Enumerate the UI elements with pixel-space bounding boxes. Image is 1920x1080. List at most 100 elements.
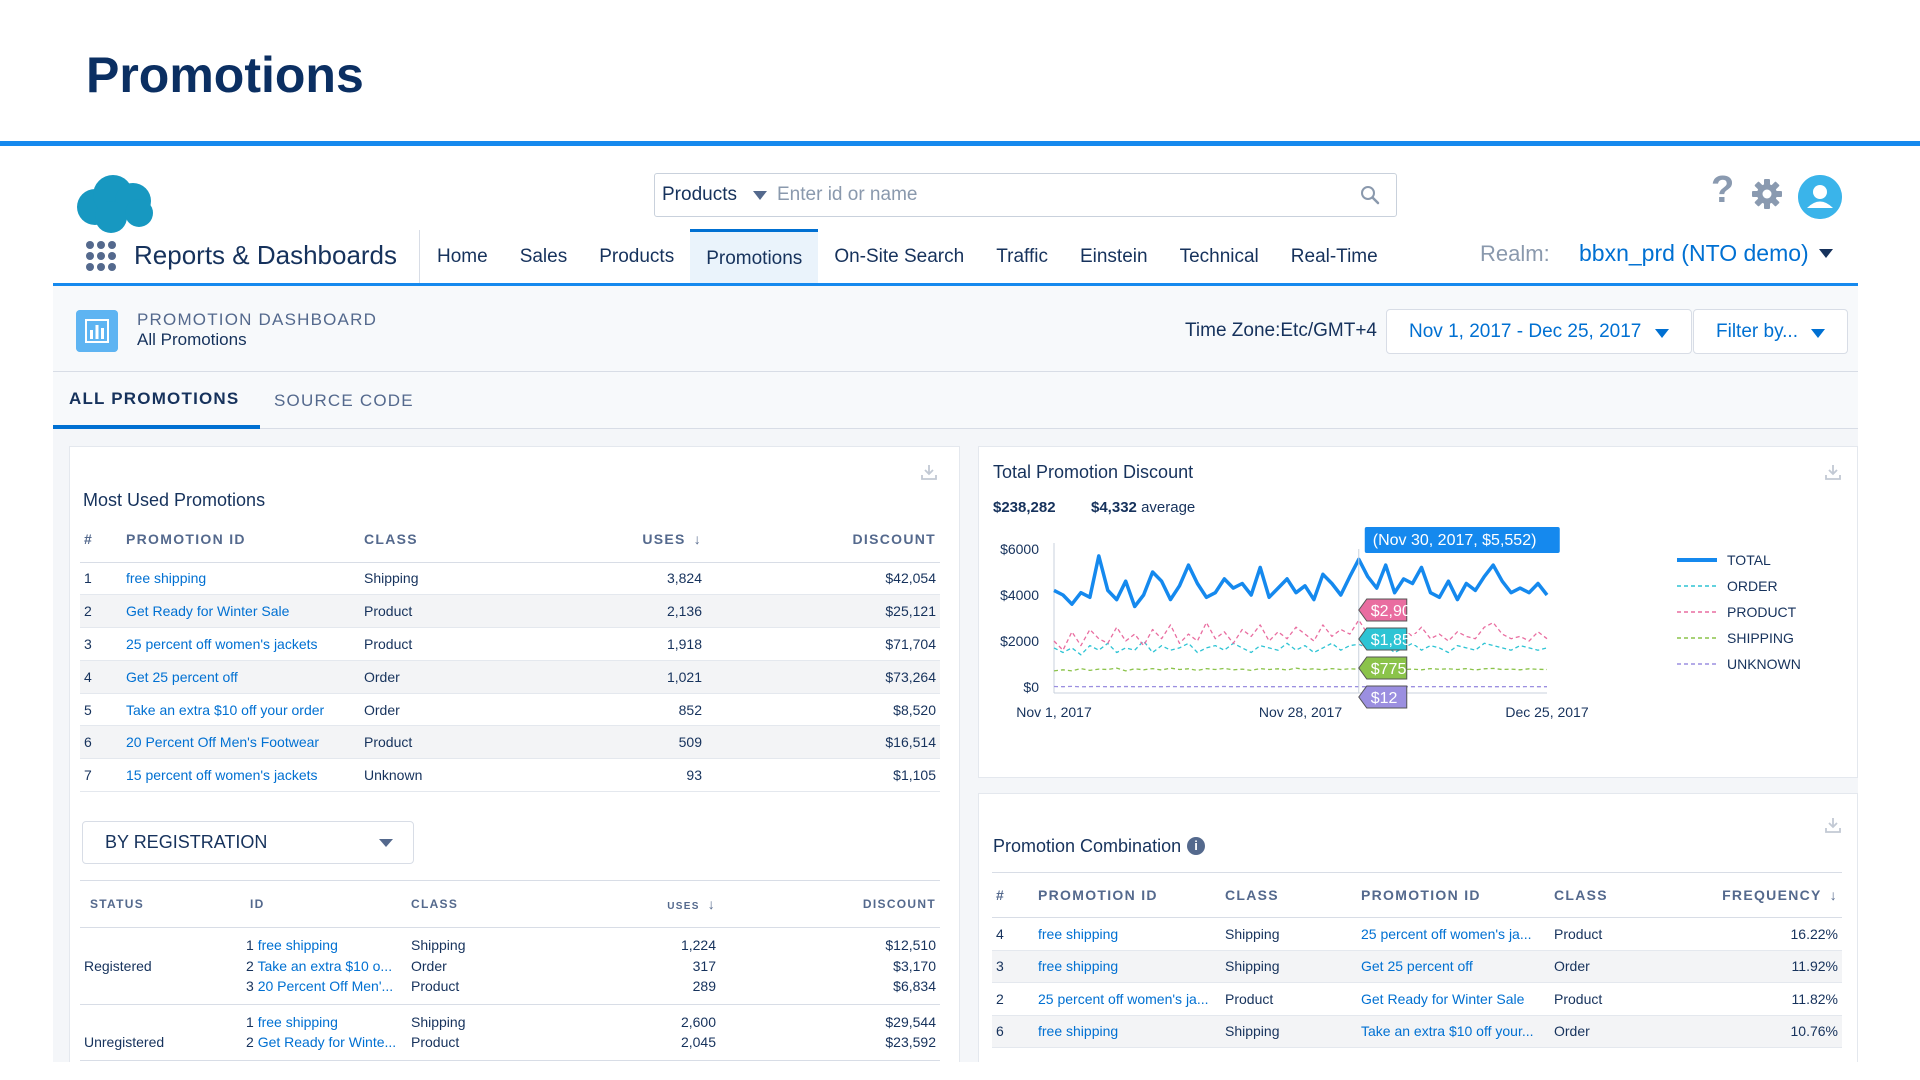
promotion-link[interactable]: 25 percent off women's ja... <box>1361 925 1532 942</box>
nav-tab-einstein[interactable]: Einstein <box>1079 246 1148 267</box>
column-header[interactable]: CLASS <box>1554 887 1608 903</box>
column-header[interactable]: PROMOTION ID <box>1038 887 1158 903</box>
promotion-link[interactable]: Get 25 percent off <box>126 668 238 685</box>
nav-tab-real-time[interactable]: Real-Time <box>1290 246 1378 267</box>
table-row: 5 Take an extra $10 off your order Order 85… <box>80 693 940 726</box>
tooltip-value-tag <box>1358 598 1408 622</box>
tab-all-promotions[interactable]: ALL PROMOTIONS <box>53 372 260 429</box>
registration-table: STATUS ID CLASS USES ↓ DISCOUNT Registere… <box>80 880 940 1061</box>
search-input[interactable] <box>777 180 1337 210</box>
promotion-link[interactable]: Get 25 percent off <box>1361 958 1473 975</box>
salesforce-cloud-logo[interactable] <box>73 173 157 235</box>
tab-source-code[interactable]: SOURCE CODE <box>274 390 414 410</box>
nav-tab-on-site-search[interactable]: On-Site Search <box>834 246 965 267</box>
column-header[interactable]: CLASS <box>364 531 418 548</box>
realm-select[interactable]: bbxn_prd (NTO demo) <box>1579 240 1833 267</box>
nav-tab-home[interactable]: Home <box>437 246 488 267</box>
sort-down-icon: ↓ <box>693 531 702 548</box>
column-header-frequency[interactable]: FREQUENCY ↓ <box>1722 887 1838 903</box>
registration-select-label: BY REGISTRATION <box>105 832 268 852</box>
table-row: 4 free shipping Shipping 25 percent off wom… <box>992 918 1842 950</box>
column-header: # <box>996 887 1006 903</box>
promotion-link[interactable]: Get Ready for Winter Sale <box>1361 990 1525 1007</box>
promotion-link[interactable]: 25 percent off women's jackets <box>126 635 318 652</box>
nav-tabs: Home Sales Products Promotions On-Site S… <box>421 229 1394 285</box>
realm-label: Realm: <box>1480 241 1550 266</box>
registration-status: Unregistered <box>84 1034 165 1050</box>
help-icon[interactable]: ? <box>1711 169 1735 211</box>
promotion-link[interactable]: free shipping <box>257 937 338 953</box>
search-icon[interactable] <box>1360 185 1380 205</box>
promotion-link[interactable]: free shipping <box>257 1013 338 1030</box>
promotion-link[interactable]: Take an extra $10 off your order <box>126 701 325 718</box>
date-range-button[interactable]: Nov 1, 2017 - Dec 25, 2017 <box>1386 309 1692 354</box>
total-discount-chart[interactable]: $6000 $4000 $2000 $0 Nov 1, 2017 Nov 28, 2017… <box>979 527 1858 757</box>
column-header[interactable]: PROMOTION ID <box>126 531 246 548</box>
legend-label: ORDER <box>1727 578 1778 594</box>
tooltip-value-label: $775 <box>1371 661 1407 678</box>
nav-tab-traffic[interactable]: Traffic <box>996 246 1048 267</box>
promotion-link[interactable]: Take an extra $10 o... <box>257 957 393 974</box>
table-row: 2 25 percent off women's ja... Product Get … <box>992 983 1842 1015</box>
column-header[interactable]: ID <box>250 897 265 911</box>
combination-table: # PROMOTION ID CLASS PROMOTION ID CLASS … <box>992 872 1842 1048</box>
column-header[interactable]: DISCOUNT <box>852 531 936 548</box>
promotion-link[interactable]: 20 Percent Off Men'... <box>257 978 394 994</box>
column-header-uses[interactable]: USES ↓ <box>667 896 716 912</box>
y-tick-label: $6000 <box>1000 541 1039 557</box>
download-icon[interactable] <box>920 463 938 481</box>
app-launcher-icon[interactable] <box>86 241 116 271</box>
tooltip-box <box>1364 527 1560 553</box>
nav-tab-products[interactable]: Products <box>599 246 675 267</box>
download-icon[interactable] <box>1824 816 1842 834</box>
table-row: 7 15 percent off women's jackets Unknown 93… <box>80 759 940 792</box>
y-tick-label: $4000 <box>1000 587 1039 603</box>
filter-button[interactable]: Filter by... <box>1693 309 1848 354</box>
column-header[interactable]: PROMOTION ID <box>1361 887 1481 903</box>
promotion-link[interactable]: Take an extra $10 off your... <box>1361 1023 1534 1040</box>
promotion-link[interactable]: 25 percent off women's ja... <box>1038 990 1209 1007</box>
promotion-link[interactable]: Get Ready for Winte... <box>257 1034 397 1050</box>
column-header[interactable]: CLASS <box>1225 887 1279 903</box>
table-row: 6 20 Percent Off Men's Footwear Product 509… <box>80 725 940 759</box>
registration-select[interactable]: BY REGISTRATION <box>82 821 414 864</box>
dashboard-content: Most Used Promotions # PROMOTION ID CLAS… <box>53 429 1858 1062</box>
promotion-combination-card: Promotion Combination i # PROMOTION ID CL… <box>978 793 1858 1062</box>
search-scope-select[interactable]: Products <box>655 174 773 216</box>
nav-tab-promotions[interactable]: Promotions <box>690 229 819 285</box>
column-header[interactable]: CLASS <box>411 897 459 911</box>
column-header[interactable]: STATUS <box>90 897 145 911</box>
registration-item: 3 20 Percent Off Men'... <box>246 978 394 994</box>
tooltip-value-tag <box>1358 627 1408 651</box>
subtabs: ALL PROMOTIONS SOURCE CODE <box>53 372 1858 429</box>
gear-icon[interactable] <box>1751 178 1783 210</box>
promotion-link[interactable]: free shipping <box>1038 925 1119 942</box>
nav-tab-sales[interactable]: Sales <box>519 246 568 267</box>
user-avatar-icon[interactable] <box>1798 175 1842 219</box>
registration-item: 2 Get Ready for Winte... <box>246 1034 397 1050</box>
table-row: 1 free shipping Shipping 3,824 $42,054 <box>80 562 940 595</box>
chevron-down-icon <box>1818 249 1833 258</box>
slide-divider <box>0 141 1920 146</box>
promotion-link[interactable]: 15 percent off women's jackets <box>126 767 318 784</box>
info-icon[interactable]: i <box>1187 837 1206 855</box>
most-used-promotions-title: Most Used Promotions <box>83 490 266 510</box>
promotion-link[interactable]: free shipping <box>1038 958 1119 975</box>
total-promotion-discount-card: Total Promotion Discount $238,282 $4,332… <box>978 446 1858 778</box>
promotion-link[interactable]: free shipping <box>126 570 207 587</box>
promotion-link[interactable]: 20 Percent Off Men's Footwear <box>126 734 320 751</box>
x-tick-label: Dec 25, 2017 <box>1505 704 1588 720</box>
chevron-down-icon <box>1655 329 1669 338</box>
registration-status: Registered <box>84 957 152 974</box>
column-header[interactable]: DISCOUNT <box>862 897 936 911</box>
promotion-combination-title: Promotion Combination i <box>993 836 1206 857</box>
promotion-link[interactable]: Get Ready for Winter Sale <box>126 603 290 620</box>
promotion-link[interactable]: free shipping <box>1038 1023 1119 1040</box>
tooltip-value-label: $12 <box>1371 690 1398 707</box>
column-header-uses[interactable]: USES ↓ <box>642 531 702 548</box>
y-tick-label: $0 <box>1023 679 1039 695</box>
nav-tab-technical[interactable]: Technical <box>1179 246 1259 267</box>
download-icon[interactable] <box>1824 463 1842 481</box>
x-tick-label: Nov 28, 2017 <box>1259 704 1342 720</box>
filter-label: Filter by... <box>1716 320 1798 342</box>
